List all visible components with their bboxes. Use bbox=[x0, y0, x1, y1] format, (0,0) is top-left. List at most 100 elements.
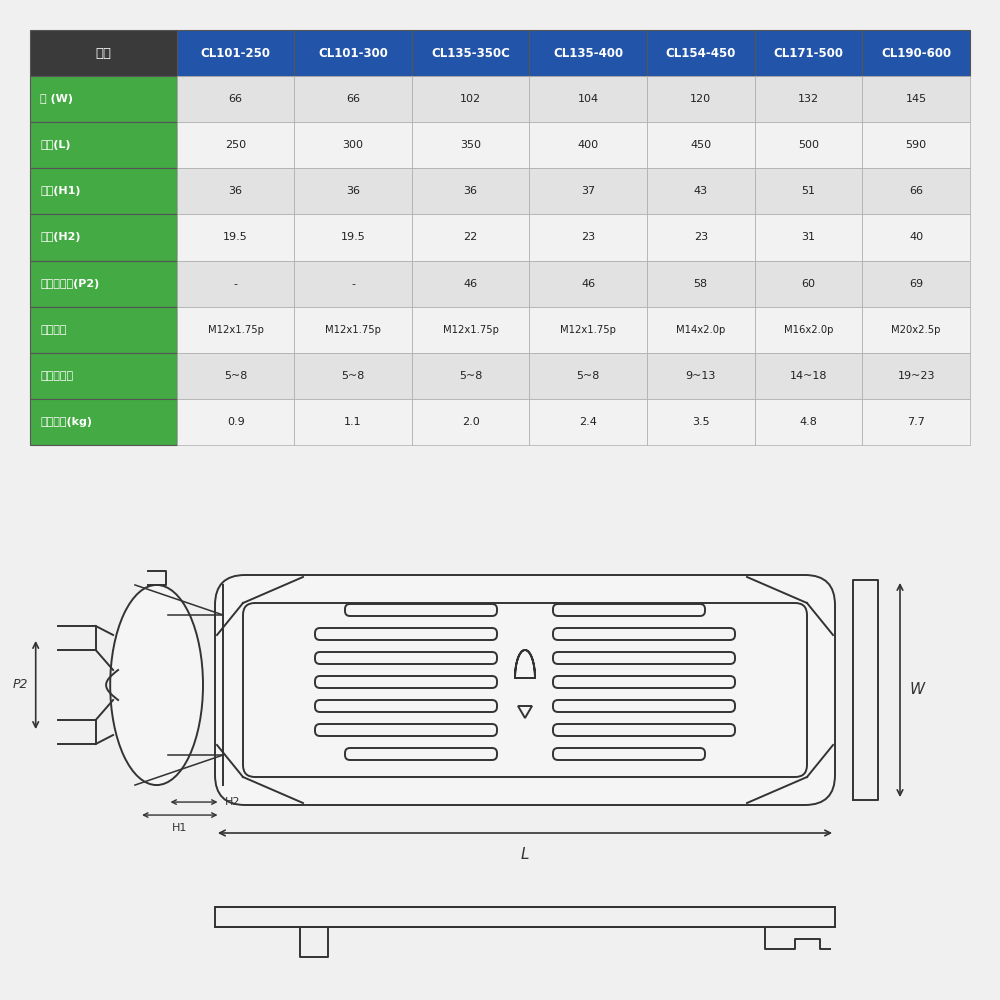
Text: M14x2.0p: M14x2.0p bbox=[676, 325, 725, 335]
FancyBboxPatch shape bbox=[30, 353, 177, 399]
Text: W: W bbox=[910, 682, 925, 698]
FancyBboxPatch shape bbox=[529, 122, 647, 168]
FancyBboxPatch shape bbox=[529, 399, 647, 445]
Text: 69: 69 bbox=[909, 279, 923, 289]
Text: H2: H2 bbox=[224, 797, 240, 807]
Text: 長さ(L): 長さ(L) bbox=[40, 140, 71, 150]
Text: 120: 120 bbox=[690, 94, 711, 104]
Text: 36: 36 bbox=[229, 186, 243, 196]
Text: 高さ(H2): 高さ(H2) bbox=[40, 232, 81, 242]
FancyBboxPatch shape bbox=[412, 353, 529, 399]
FancyBboxPatch shape bbox=[862, 168, 970, 214]
Text: CL171-500: CL171-500 bbox=[773, 47, 843, 60]
FancyBboxPatch shape bbox=[862, 76, 970, 122]
Text: 2.4: 2.4 bbox=[579, 417, 597, 427]
Text: 58: 58 bbox=[694, 279, 708, 289]
FancyBboxPatch shape bbox=[647, 353, 755, 399]
FancyBboxPatch shape bbox=[529, 353, 647, 399]
FancyBboxPatch shape bbox=[177, 214, 294, 261]
FancyBboxPatch shape bbox=[647, 214, 755, 261]
FancyBboxPatch shape bbox=[294, 30, 412, 76]
FancyBboxPatch shape bbox=[862, 122, 970, 168]
Text: M12x1.75p: M12x1.75p bbox=[208, 325, 264, 335]
FancyBboxPatch shape bbox=[177, 168, 294, 214]
FancyBboxPatch shape bbox=[177, 399, 294, 445]
FancyBboxPatch shape bbox=[30, 168, 177, 214]
FancyBboxPatch shape bbox=[755, 214, 862, 261]
FancyBboxPatch shape bbox=[177, 353, 294, 399]
FancyBboxPatch shape bbox=[862, 30, 970, 76]
FancyBboxPatch shape bbox=[30, 30, 177, 76]
Text: 14~18: 14~18 bbox=[790, 371, 827, 381]
FancyBboxPatch shape bbox=[529, 168, 647, 214]
Text: 製品重量(kg): 製品重量(kg) bbox=[40, 417, 92, 427]
FancyBboxPatch shape bbox=[755, 307, 862, 353]
Text: H1: H1 bbox=[172, 823, 187, 833]
Text: -: - bbox=[234, 279, 238, 289]
Text: 500: 500 bbox=[798, 140, 819, 150]
FancyBboxPatch shape bbox=[647, 307, 755, 353]
Text: M12x1.75p: M12x1.75p bbox=[325, 325, 381, 335]
Text: 300: 300 bbox=[343, 140, 364, 150]
Text: -: - bbox=[351, 279, 355, 289]
Text: L: L bbox=[521, 847, 529, 862]
FancyBboxPatch shape bbox=[862, 261, 970, 307]
FancyBboxPatch shape bbox=[177, 30, 294, 76]
Text: 19.5: 19.5 bbox=[341, 232, 366, 242]
FancyBboxPatch shape bbox=[412, 76, 529, 122]
Text: 37: 37 bbox=[581, 186, 595, 196]
Text: 1.1: 1.1 bbox=[344, 417, 362, 427]
FancyBboxPatch shape bbox=[755, 168, 862, 214]
FancyBboxPatch shape bbox=[755, 261, 862, 307]
Text: 4.8: 4.8 bbox=[800, 417, 817, 427]
FancyBboxPatch shape bbox=[294, 122, 412, 168]
Text: CL101-250: CL101-250 bbox=[201, 47, 271, 60]
Text: 23: 23 bbox=[694, 232, 708, 242]
FancyBboxPatch shape bbox=[755, 399, 862, 445]
FancyBboxPatch shape bbox=[294, 307, 412, 353]
Text: 締付トルク: 締付トルク bbox=[40, 371, 73, 381]
Text: 46: 46 bbox=[464, 279, 478, 289]
Text: 104: 104 bbox=[578, 94, 599, 104]
Text: 5~8: 5~8 bbox=[459, 371, 482, 381]
Text: 9~13: 9~13 bbox=[686, 371, 716, 381]
FancyBboxPatch shape bbox=[215, 575, 835, 805]
FancyBboxPatch shape bbox=[30, 399, 177, 445]
FancyBboxPatch shape bbox=[177, 307, 294, 353]
Text: 66: 66 bbox=[909, 186, 923, 196]
FancyBboxPatch shape bbox=[412, 214, 529, 261]
Text: P2: P2 bbox=[12, 678, 28, 692]
FancyBboxPatch shape bbox=[647, 76, 755, 122]
Text: 60: 60 bbox=[801, 279, 815, 289]
Text: 3.5: 3.5 bbox=[692, 417, 710, 427]
FancyBboxPatch shape bbox=[294, 261, 412, 307]
Text: 51: 51 bbox=[801, 186, 815, 196]
FancyBboxPatch shape bbox=[294, 168, 412, 214]
Text: M20x2.5p: M20x2.5p bbox=[891, 325, 941, 335]
FancyBboxPatch shape bbox=[862, 399, 970, 445]
FancyBboxPatch shape bbox=[412, 307, 529, 353]
FancyBboxPatch shape bbox=[647, 261, 755, 307]
Text: 23: 23 bbox=[581, 232, 595, 242]
Text: 19.5: 19.5 bbox=[223, 232, 248, 242]
Text: 幅 (W): 幅 (W) bbox=[40, 94, 73, 104]
Text: 102: 102 bbox=[460, 94, 481, 104]
Text: 22: 22 bbox=[464, 232, 478, 242]
FancyBboxPatch shape bbox=[30, 122, 177, 168]
Text: 0.9: 0.9 bbox=[227, 417, 244, 427]
Ellipse shape bbox=[110, 585, 203, 785]
Text: CL190-600: CL190-600 bbox=[881, 47, 951, 60]
FancyBboxPatch shape bbox=[177, 261, 294, 307]
Text: M12x1.75p: M12x1.75p bbox=[560, 325, 616, 335]
FancyBboxPatch shape bbox=[30, 307, 177, 353]
Text: 132: 132 bbox=[798, 94, 819, 104]
Text: 36: 36 bbox=[464, 186, 478, 196]
FancyBboxPatch shape bbox=[177, 76, 294, 122]
FancyBboxPatch shape bbox=[862, 353, 970, 399]
FancyBboxPatch shape bbox=[30, 76, 177, 122]
Text: M12x1.75p: M12x1.75p bbox=[443, 325, 499, 335]
Text: 46: 46 bbox=[581, 279, 595, 289]
Text: CL135-400: CL135-400 bbox=[553, 47, 623, 60]
FancyBboxPatch shape bbox=[294, 214, 412, 261]
FancyBboxPatch shape bbox=[30, 261, 177, 307]
